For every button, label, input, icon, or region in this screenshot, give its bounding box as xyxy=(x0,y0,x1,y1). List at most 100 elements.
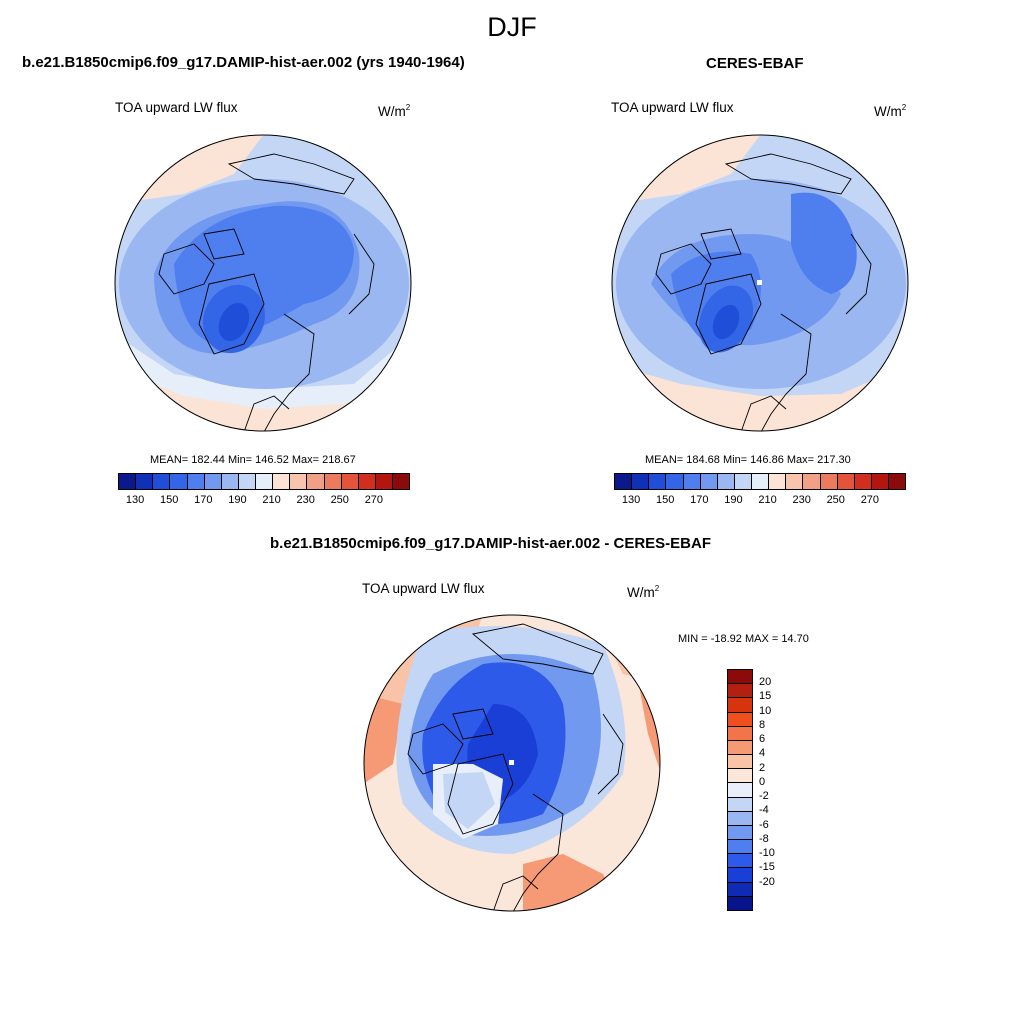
colorbar-tick-label: 190 xyxy=(228,494,247,506)
diff-stats: MIN = -18.92 MAX = 14.70 xyxy=(678,633,809,645)
colorbar-tick-label: 10 xyxy=(759,704,772,717)
colorbar-swatch xyxy=(871,474,889,489)
colorbar-swatch xyxy=(204,474,222,489)
diff-panel-header: b.e21.B1850cmip6.f09_g17.DAMIP-hist-aer.… xyxy=(270,535,711,552)
colorbar-tick-label: -6 xyxy=(759,818,769,831)
colorbar-swatch xyxy=(854,474,872,489)
colorbar-tick-label: 210 xyxy=(758,494,777,506)
colorbar-tick-label: 0 xyxy=(759,775,766,788)
colorbar-tick-label: 270 xyxy=(860,494,880,506)
colorbar-tick-label: 20 xyxy=(759,676,772,689)
colorbar-tick-label: 230 xyxy=(296,494,315,506)
colorbar-tick-label: 8 xyxy=(759,718,766,731)
obs-polar-map xyxy=(611,134,909,432)
colorbar-swatch xyxy=(358,474,376,489)
diff-colorbar xyxy=(727,669,753,911)
model-stats: MEAN= 182.44 Min= 146.52 Max= 218.67 xyxy=(150,454,356,466)
colorbar-tick-label: 150 xyxy=(655,494,675,506)
model-panel-header: b.e21.B1850cmip6.f09_g17.DAMIP-hist-aer.… xyxy=(22,54,465,71)
colorbar-swatch xyxy=(728,840,752,855)
colorbar-swatch xyxy=(375,474,393,489)
colorbar-swatch xyxy=(769,474,787,489)
colorbar-tick-label: 130 xyxy=(125,494,145,506)
diff-colorbar-ticks: 20 15 10 8 6 4 2 0 -2 -4 -6 -8 -10 -15 -20 xyxy=(759,669,799,911)
colorbar-swatch xyxy=(119,474,137,489)
colorbar-swatch xyxy=(786,474,804,489)
colorbar-tick-label: 170 xyxy=(690,494,709,506)
colorbar-tick-label: 2 xyxy=(759,761,766,774)
colorbar-tick-label: 230 xyxy=(792,494,811,506)
colorbar-swatch xyxy=(393,474,410,489)
obs-variable-label: TOA upward LW flux xyxy=(611,100,734,115)
colorbar-swatch xyxy=(728,769,752,784)
colorbar-tick-label: 15 xyxy=(759,690,772,703)
obs-unit-label: W/m2 xyxy=(874,103,907,119)
colorbar-swatch xyxy=(273,474,291,489)
colorbar-swatch xyxy=(803,474,821,489)
season-title: DJF xyxy=(487,12,537,42)
colorbar-swatch xyxy=(170,474,188,489)
colorbar-tick-label: -20 xyxy=(759,875,775,888)
colorbar-swatch xyxy=(290,474,308,489)
colorbar-swatch xyxy=(256,474,274,489)
colorbar-tick-label: -4 xyxy=(759,804,769,817)
colorbar-tick-label: 150 xyxy=(159,494,179,506)
colorbar-tick-label: 170 xyxy=(194,494,213,506)
colorbar-swatch xyxy=(837,474,855,489)
obs-stats: MEAN= 184.68 Min= 146.86 Max= 217.30 xyxy=(645,454,851,466)
colorbar-swatch xyxy=(136,474,154,489)
colorbar-swatch xyxy=(632,474,650,489)
colorbar-swatch xyxy=(728,811,752,826)
colorbar-swatch xyxy=(728,740,752,756)
colorbar-swatch xyxy=(341,474,359,489)
colorbar-swatch xyxy=(728,797,752,812)
model-colorbar xyxy=(118,473,410,490)
colorbar-swatch xyxy=(728,868,752,883)
colorbar-swatch xyxy=(717,474,735,489)
colorbar-tick-label: 250 xyxy=(826,494,845,506)
colorbar-tick-label: -8 xyxy=(759,832,769,845)
colorbar-tick-label: -2 xyxy=(759,790,769,803)
colorbar-tick-label: -10 xyxy=(759,847,775,860)
colorbar-swatch xyxy=(728,698,752,713)
obs-panel-header: CERES-EBAF xyxy=(706,55,804,72)
colorbar-swatch xyxy=(221,474,239,489)
colorbar-swatch xyxy=(734,474,752,489)
colorbar-swatch xyxy=(728,670,752,685)
colorbar-swatch xyxy=(324,474,342,489)
colorbar-tick-label: 270 xyxy=(364,494,384,506)
colorbar-swatch xyxy=(728,726,752,741)
diff-variable-label: TOA upward LW flux xyxy=(362,581,485,596)
colorbar-swatch xyxy=(615,474,633,489)
colorbar-tick-label: 130 xyxy=(621,494,641,506)
colorbar-tick-label: 4 xyxy=(759,747,766,760)
colorbar-tick-label: 6 xyxy=(759,733,766,746)
colorbar-swatch xyxy=(728,712,752,727)
colorbar-swatch xyxy=(728,896,752,910)
obs-colorbar-ticks: 130 150 170 190 210 230 250 270 xyxy=(614,494,904,508)
colorbar-swatch xyxy=(889,474,906,489)
colorbar-tick-label: 210 xyxy=(262,494,281,506)
colorbar-swatch xyxy=(649,474,667,489)
colorbar-tick-label: 190 xyxy=(724,494,743,506)
model-unit-label: W/m2 xyxy=(378,103,411,119)
colorbar-swatch xyxy=(683,474,701,489)
diff-unit-label: W/m2 xyxy=(627,584,660,600)
colorbar-swatch xyxy=(153,474,171,489)
colorbar-swatch xyxy=(187,474,205,489)
colorbar-swatch xyxy=(728,825,752,841)
model-variable-label: TOA upward LW flux xyxy=(115,100,238,115)
obs-colorbar xyxy=(614,473,906,490)
colorbar-swatch xyxy=(728,854,752,869)
diff-polar-map xyxy=(363,614,661,912)
colorbar-swatch xyxy=(728,882,752,897)
colorbar-swatch xyxy=(728,783,752,798)
colorbar-swatch xyxy=(728,755,752,770)
colorbar-swatch xyxy=(820,474,838,489)
model-colorbar-ticks: 130 150 170 190 210 230 250 270 xyxy=(118,494,408,508)
colorbar-swatch xyxy=(666,474,684,489)
colorbar-swatch xyxy=(238,474,256,489)
colorbar-tick-label: 250 xyxy=(330,494,349,506)
model-polar-map xyxy=(114,134,412,432)
colorbar-tick-label: -15 xyxy=(759,861,775,874)
